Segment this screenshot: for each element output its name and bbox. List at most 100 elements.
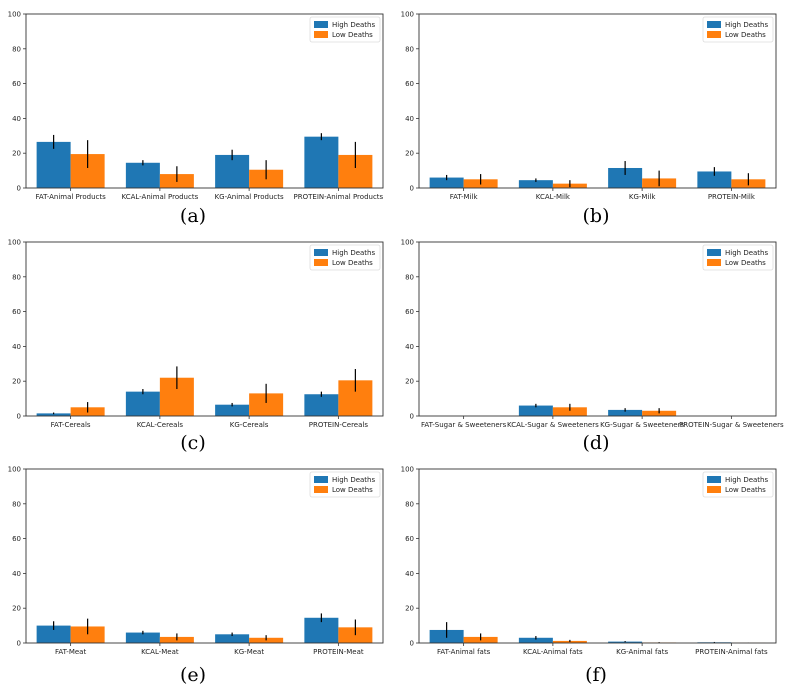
- y-tick-label: 60: [405, 308, 414, 316]
- legend: High Deaths Low Deaths: [702, 471, 774, 498]
- x-tick-label: FAT-Sugar & Sweeteners: [421, 421, 507, 429]
- y-tick-label: 60: [405, 80, 414, 88]
- plot-frame: [418, 241, 777, 417]
- legend: High Deaths Low Deaths: [309, 16, 381, 43]
- bar-high-deaths: [36, 625, 71, 643]
- y-tick-label: 0: [410, 413, 414, 421]
- x-tick-label: FAT-Meat: [55, 648, 86, 656]
- legend-swatch-low-deaths: [707, 31, 721, 38]
- x-tick-label: FAT-Cereals: [51, 421, 91, 429]
- y-tick-label: 40: [12, 570, 21, 578]
- chart-panel-1: 0 20 40 60 80 100 FAT-Animal Products KCAL-Anim…: [8, 11, 384, 202]
- legend-swatch-low-deaths: [314, 31, 328, 38]
- bar-low-deaths: [70, 626, 105, 643]
- bar-high-deaths: [518, 405, 553, 416]
- y-tick-label: 40: [405, 570, 414, 578]
- legend: High Deaths Low Deaths: [702, 16, 774, 43]
- legend: High Deaths Low Deaths: [309, 471, 381, 498]
- bar-high-deaths: [518, 637, 553, 643]
- y-tick-label: 60: [12, 535, 21, 543]
- legend-swatch-high-deaths: [707, 21, 721, 28]
- plot-frame: [418, 468, 777, 644]
- chart-panel-3: 0 20 40 60 80 100 FAT-Cereals KCAL-Cereals KG-Ce…: [8, 239, 384, 429]
- x-tick-label: KG-Sugar & Sweeteners: [600, 421, 684, 429]
- chart-panel-5: 0 20 40 60 80 100 FAT-Meat KCAL-Meat KG-Meat PROT…: [8, 466, 384, 656]
- chart-panel-6: 0 20 40 60 80 100 FAT-Animal fats KCAL-Animal f…: [401, 466, 777, 656]
- y-tick-label: 60: [12, 308, 21, 316]
- legend-swatch-high-deaths: [314, 476, 328, 483]
- bar-low-deaths: [642, 410, 677, 416]
- y-tick-label: 80: [12, 45, 21, 53]
- chart-panel-2: 0 20 40 60 80 100 FAT-Milk KCAL-Milk KG-Milk PROT…: [401, 11, 777, 201]
- y-tick-label: 100: [401, 11, 414, 19]
- x-tick-label: FAT-Animal Products: [35, 193, 106, 201]
- plot-frame: [25, 468, 384, 644]
- bar-high-deaths: [215, 404, 250, 416]
- x-tick-label: KG-Animal Products: [215, 193, 284, 201]
- x-tick-label: PROTEIN-Animal fats: [695, 648, 768, 656]
- y-tick-label: 80: [405, 273, 414, 281]
- bar-high-deaths: [608, 409, 643, 416]
- legend: High Deaths Low Deaths: [309, 244, 381, 271]
- legend: High Deaths Low Deaths: [702, 244, 774, 271]
- y-tick-label: 40: [405, 343, 414, 351]
- y-tick-label: 80: [12, 273, 21, 281]
- legend-label: Low Deaths: [332, 259, 373, 267]
- x-tick-label: KG-Cereals: [230, 421, 269, 429]
- legend-label: High Deaths: [725, 249, 768, 257]
- panel-caption: (d): [583, 432, 610, 454]
- legend-swatch-low-deaths: [314, 259, 328, 266]
- x-tick-label: FAT-Animal fats: [437, 648, 491, 656]
- x-tick-label: PROTEIN-Meat: [313, 648, 364, 656]
- legend-label: Low Deaths: [332, 486, 373, 494]
- bar-low-deaths: [249, 393, 284, 416]
- legend-swatch-high-deaths: [707, 476, 721, 483]
- legend-swatch-high-deaths: [314, 21, 328, 28]
- x-tick-label: PROTEIN-Sugar & Sweeteners: [679, 421, 784, 429]
- legend-label: Low Deaths: [332, 31, 373, 39]
- x-tick-label: FAT-Milk: [450, 193, 479, 201]
- legend-swatch-high-deaths: [314, 249, 328, 256]
- panel-caption: (f): [585, 664, 607, 686]
- y-tick-label: 60: [405, 535, 414, 543]
- panel-caption: (b): [583, 205, 610, 227]
- x-tick-label: PROTEIN-Animal Products: [294, 193, 384, 201]
- x-tick-label: KG-Meat: [234, 648, 264, 656]
- x-tick-label: KG-Milk: [629, 193, 656, 201]
- bar-high-deaths: [608, 641, 643, 643]
- y-tick-label: 0: [410, 640, 414, 648]
- x-tick-label: KCAL-Animal fats: [523, 648, 583, 656]
- bar-high-deaths: [125, 391, 160, 416]
- legend-label: Low Deaths: [725, 486, 766, 494]
- x-tick-label: PROTEIN-Cereals: [309, 421, 369, 429]
- x-tick-label: PROTEIN-Milk: [708, 193, 756, 201]
- bar-high-deaths: [608, 167, 643, 188]
- legend-label: High Deaths: [332, 249, 375, 257]
- y-tick-label: 80: [405, 500, 414, 508]
- bar-low-deaths: [249, 637, 284, 643]
- legend-label: Low Deaths: [725, 31, 766, 39]
- plot-frame: [25, 13, 384, 189]
- legend-swatch-low-deaths: [314, 486, 328, 493]
- legend-label: High Deaths: [725, 21, 768, 29]
- plot-frame: [25, 241, 384, 417]
- legend-swatch-low-deaths: [707, 486, 721, 493]
- bar-high-deaths: [215, 154, 250, 188]
- x-tick-label: KCAL-Animal Products: [122, 193, 199, 201]
- bar-high-deaths: [125, 632, 160, 643]
- y-tick-label: 20: [405, 150, 414, 158]
- chart-panel-4: 0 20 40 60 80 100 FAT-Sugar & Sweeteners KCAL-S…: [401, 239, 784, 430]
- y-tick-label: 20: [405, 378, 414, 386]
- legend-label: High Deaths: [332, 476, 375, 484]
- y-tick-label: 0: [17, 413, 21, 421]
- y-tick-label: 20: [12, 150, 21, 158]
- x-tick-label: KCAL-Cereals: [137, 421, 184, 429]
- x-tick-label: KG-Animal fats: [616, 648, 668, 656]
- y-tick-label: 0: [17, 185, 21, 193]
- legend-label: High Deaths: [725, 476, 768, 484]
- y-tick-label: 20: [405, 605, 414, 613]
- y-tick-label: 40: [12, 343, 21, 351]
- y-tick-label: 60: [12, 80, 21, 88]
- panel-caption: (e): [180, 664, 206, 686]
